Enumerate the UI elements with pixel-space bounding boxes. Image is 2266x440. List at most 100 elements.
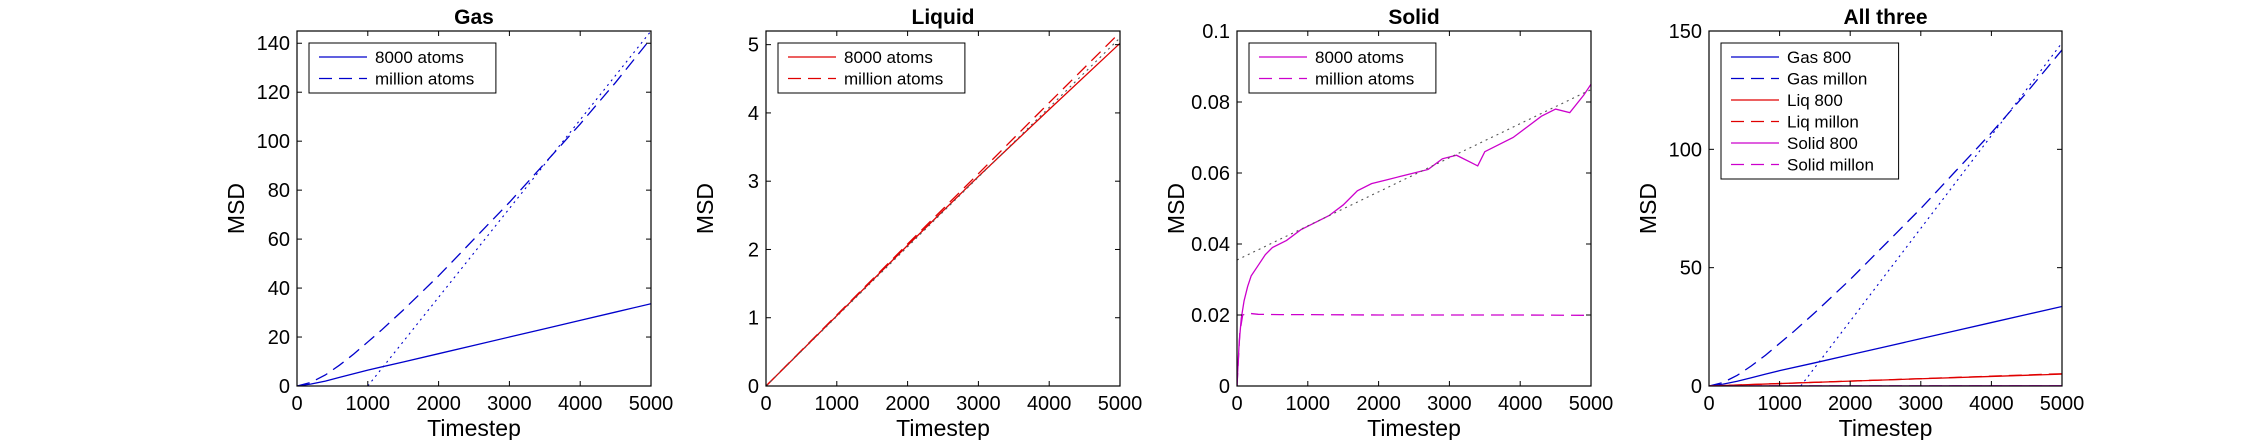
y-tick-label: 1 [748, 308, 759, 330]
legend-label: 8000 atoms [844, 48, 933, 67]
series-line-2 [1709, 49, 2062, 386]
x-tick-label: 2000 [416, 393, 461, 415]
y-axis-title: MSD [692, 183, 718, 234]
legend-label: Gas 800 [1787, 48, 1851, 67]
chart-panel-2: 0 1000 2000 3000 4000 5000 0 1 2 3 4 5 Liquid Timeste… [692, 6, 1142, 440]
y-tick-label: 0.1 [1202, 21, 1230, 43]
x-tick-label: 2000 [1828, 393, 1873, 415]
axes-box [1708, 30, 2063, 387]
legend-label: million atoms [375, 70, 474, 89]
y-tick-label: 4 [748, 103, 759, 125]
legend-label: Liq 800 [1787, 91, 1843, 110]
legend-label: Solid millon [1787, 156, 1874, 175]
y-axis-title: MSD [1163, 183, 1189, 234]
y-tick-label: 150 [1669, 21, 1702, 43]
x-tick-label: 0 [760, 393, 771, 415]
legend: 8000 atoms million atoms [308, 42, 497, 94]
x-tick-label: 1000 [815, 393, 860, 415]
axes-box [296, 30, 652, 387]
y-tick-label: 100 [257, 131, 290, 153]
y-tick-label: 60 [268, 229, 290, 251]
x-tick-label: 0 [1703, 393, 1714, 415]
x-tick-label: 4000 [1027, 393, 1072, 415]
x-tick-label: 5000 [2040, 393, 2085, 415]
y-tick-label: 0 [1691, 376, 1702, 398]
series-line-3 [367, 31, 651, 386]
chart-panel-4: 0 1000 2000 3000 4000 5000 0 50 100 150 All three T… [1635, 6, 2084, 440]
y-tick-label: 120 [257, 82, 290, 104]
legend-label: million atoms [844, 70, 943, 89]
series-group [1237, 83, 1591, 386]
legend-box [308, 42, 497, 94]
x-tick-label: 5000 [1569, 393, 1614, 415]
panel-title: Liquid [912, 6, 975, 29]
x-tick-label: 1000 [1286, 393, 1331, 415]
series-line-2 [766, 31, 1120, 386]
x-axis-title: Timestep [896, 415, 990, 440]
x-axis-title: Timestep [1367, 415, 1461, 440]
y-tick-label: 0.02 [1191, 305, 1230, 327]
y-tick-label: 0.08 [1191, 92, 1230, 114]
y-tick-label: 0 [1219, 376, 1230, 398]
chart-panel-1: 0 1000 2000 3000 4000 5000 0 20 40 60 80 100 120 140 G… [223, 6, 673, 440]
x-tick-label: 0 [1231, 393, 1242, 415]
legend: 8000 atoms million atoms [1248, 42, 1437, 94]
series-line-1 [1237, 83, 1591, 386]
legend-label: Solid 800 [1787, 134, 1858, 153]
series-group [297, 31, 651, 386]
legend-label: Gas millon [1787, 70, 1867, 89]
y-axis-title: MSD [223, 183, 249, 234]
legend-label: million atoms [1315, 70, 1414, 89]
x-tick-label: 2000 [1356, 393, 1401, 415]
series-line-2 [297, 37, 651, 386]
y-tick-label: 40 [268, 278, 290, 300]
y-tick-label: 80 [268, 180, 290, 202]
y-tick-label: 5 [748, 35, 759, 57]
panel-title: Solid [1388, 6, 1439, 29]
legend: 8000 atoms million atoms [777, 42, 966, 94]
x-axis-title: Timestep [1839, 415, 1933, 440]
series-group [766, 31, 1120, 386]
y-tick-label: 0.06 [1191, 163, 1230, 185]
series-line-1 [1709, 305, 2062, 386]
x-tick-label: 4000 [1498, 393, 1543, 415]
legend-box [1248, 42, 1437, 94]
y-tick-label: 0 [748, 376, 759, 398]
x-tick-label: 4000 [1969, 393, 2014, 415]
y-axis-title: MSD [1635, 183, 1661, 234]
legend-box [1720, 42, 1900, 180]
x-axis-title: Timestep [427, 415, 521, 440]
y-tick-label: 140 [257, 33, 290, 55]
legend: Gas 800 Gas millon Liq 800 Liq millon Solid … [1720, 42, 1900, 180]
series-line-2 [1237, 312, 1591, 386]
legend-label: 8000 atoms [375, 48, 464, 67]
x-tick-label: 3000 [1427, 393, 1472, 415]
y-tick-label: 50 [1680, 258, 1702, 280]
y-tick-label: 2 [748, 239, 759, 261]
y-tick-label: 20 [268, 327, 290, 349]
x-tick-label: 0 [291, 393, 302, 415]
axes-box [765, 30, 1121, 387]
y-tick-label: 100 [1669, 139, 1702, 161]
chart-panel-3: 0 1000 2000 3000 4000 5000 0 0.02 0.04 0.06 0.08 0.… [1163, 6, 1613, 440]
x-tick-label: 1000 [1757, 393, 1802, 415]
legend-label: 8000 atoms [1315, 48, 1404, 67]
x-tick-label: 4000 [558, 393, 603, 415]
series-line-1 [297, 303, 651, 386]
x-tick-label: 3000 [487, 393, 532, 415]
legend-box [777, 42, 966, 94]
y-tick-label: 0.04 [1191, 234, 1230, 256]
y-tick-label: 3 [748, 171, 759, 193]
panel-title: Gas [454, 6, 494, 29]
legend-label: Liq millon [1787, 113, 1859, 132]
x-tick-label: 5000 [1098, 393, 1143, 415]
x-tick-label: 3000 [956, 393, 1001, 415]
y-tick-label: 0 [279, 376, 290, 398]
x-tick-label: 5000 [629, 393, 674, 415]
x-tick-label: 3000 [1899, 393, 1944, 415]
series-line-3 [1709, 373, 2062, 386]
x-tick-label: 2000 [885, 393, 930, 415]
x-tick-label: 1000 [346, 393, 391, 415]
